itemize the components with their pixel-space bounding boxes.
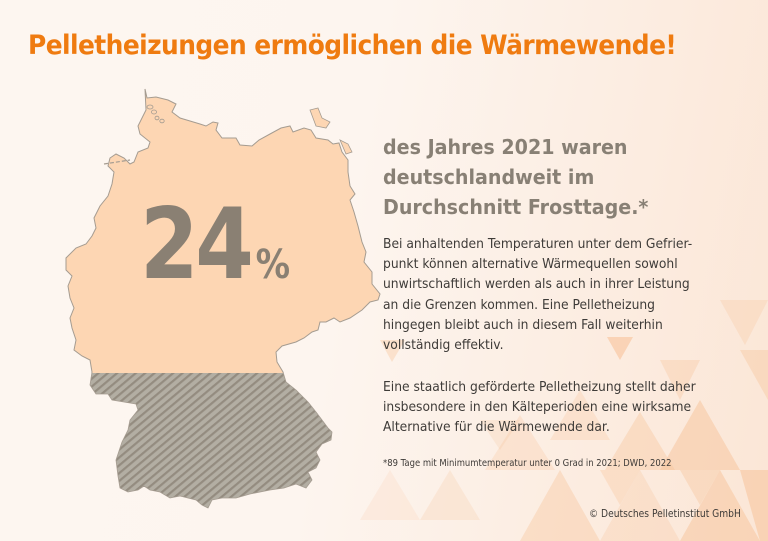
headline-line: Durchschnitt Frosttage.* xyxy=(383,195,649,219)
headline-line: des Jahres 2021 waren xyxy=(383,135,628,159)
paragraph-frost-days: Bei anhaltenden Temperaturen unter dem G… xyxy=(383,235,733,356)
paragraph-line: hingegen bleibt auch in diesem Fall weit… xyxy=(383,317,663,333)
page-title: Pelletheizungen ermöglichen die Wärmewen… xyxy=(28,30,677,61)
paragraph-line: Bei anhaltenden Temperaturen unter dem G… xyxy=(383,237,693,252)
percentage-value: 24 xyxy=(140,188,254,302)
paragraph-line: unwirtschaftlich werden als auch in ihre… xyxy=(383,277,690,293)
headline: des Jahres 2021 waren deutschlandweit im… xyxy=(383,132,699,222)
big-percentage: 24% xyxy=(140,196,290,294)
headline-line: deutschlandweit im xyxy=(383,165,595,189)
paragraph-line: punkt können alternative Wärmequellen so… xyxy=(383,257,678,273)
paragraph-line: Alternative für die Wärmewende dar. xyxy=(383,420,610,436)
paragraph-line: Eine staatlich geförderte Pelletheizung … xyxy=(383,380,696,395)
paragraph-conclusion: Eine staatlich geförderte Pelletheizung … xyxy=(383,378,733,439)
paragraph-line: vollständig effektiv. xyxy=(383,338,504,354)
copyright-notice: © Deutsches Pelletinstitut GmbH xyxy=(589,508,741,520)
percent-sign: % xyxy=(255,242,291,288)
footnote: *89 Tage mit Minimumtemperatur unter 0 G… xyxy=(383,458,672,469)
paragraph-line: insbesondere in den Kälteperioden eine w… xyxy=(383,400,692,416)
paragraph-line: an die Grenzen kommen. Eine Pelletheizun… xyxy=(383,297,656,313)
